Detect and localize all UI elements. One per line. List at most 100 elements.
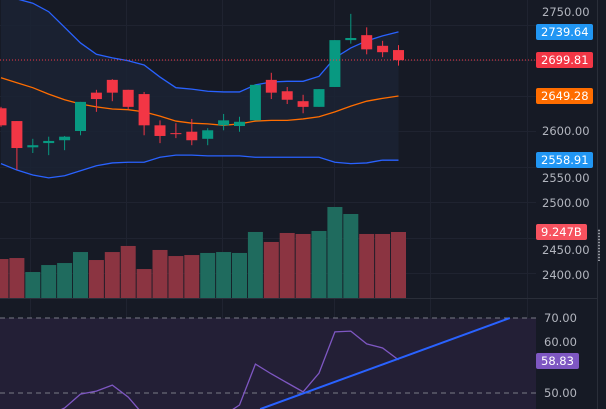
svg-text:58.83: 58.83 (541, 354, 574, 368)
candle-body (329, 40, 341, 87)
candle-body (59, 136, 71, 141)
rsi-trendline (259, 317, 511, 409)
candle-body (90, 92, 102, 100)
candle-body (377, 45, 389, 53)
rsi-pane (0, 317, 536, 409)
candle (138, 91, 150, 136)
volume-bars (0, 206, 406, 298)
svg-text:2558.91: 2558.91 (541, 153, 589, 167)
candle (170, 123, 182, 139)
rsi-badge: 58.83 (536, 353, 579, 369)
volume-bar (391, 232, 406, 298)
volume-bar (327, 206, 343, 298)
candle (393, 45, 404, 66)
bollinger-basis-line (0, 77, 399, 126)
candle (202, 128, 214, 146)
volume-bar (295, 233, 311, 298)
candle-body (154, 125, 166, 136)
candle (75, 101, 86, 136)
candle-body (297, 101, 309, 107)
volume-bar (247, 231, 263, 298)
candle (11, 121, 23, 171)
volume-bar (200, 252, 216, 298)
volume-bar (88, 260, 104, 298)
volume-bar (279, 232, 295, 298)
volume-bar (359, 233, 375, 298)
candles[interactable] (0, 13, 404, 171)
price-axis[interactable]: 2750.00 2550.00 2600.00 2500.00 2450.00 … (542, 5, 590, 282)
candle (345, 13, 357, 44)
candle (122, 89, 134, 110)
candle-body (122, 89, 134, 107)
candle (265, 72, 277, 100)
candle-body (249, 84, 261, 121)
volume-badge: 9.247B (536, 224, 587, 240)
pane-resize-handle[interactable] (597, 229, 601, 261)
candle (43, 136, 55, 156)
last-price-badge: 2699.81 (536, 52, 593, 68)
tick-label: 70.00 (544, 311, 577, 325)
candle-body (43, 140, 55, 144)
candle-body (345, 37, 357, 41)
bb-basis-badge: 2649.28 (536, 88, 593, 104)
candle (106, 79, 118, 102)
candle (313, 89, 325, 107)
candle-body (27, 145, 39, 148)
svg-text:2739.64: 2739.64 (541, 25, 589, 39)
svg-text:9.247B: 9.247B (541, 225, 582, 239)
volume-bar (104, 252, 120, 298)
candle (90, 89, 102, 112)
candle-body (138, 94, 150, 126)
volume-bar (73, 252, 88, 298)
bollinger-band-fill (1, 0, 399, 178)
candle-body (106, 79, 118, 93)
candle-body (393, 50, 404, 61)
candle-body (361, 35, 373, 50)
bb-upper-badge: 2739.64 (536, 24, 593, 40)
rsi-axis[interactable]: 70.00 60.00 50.00 (544, 311, 577, 400)
rsi-band-fill (0, 318, 536, 409)
candle-body (234, 121, 245, 127)
volume-bar (184, 255, 200, 298)
tick-label: 2500.00 (542, 196, 590, 210)
candle-body (218, 120, 230, 126)
volume-bar (25, 272, 41, 298)
candle (27, 138, 39, 154)
tick-label: 2600.00 (542, 124, 590, 138)
candle (218, 113, 230, 131)
candle (377, 40, 389, 58)
tick-label: 2750.00 (542, 5, 590, 19)
candle (297, 94, 309, 114)
svg-text:2649.28: 2649.28 (541, 89, 589, 103)
candle-body (186, 131, 198, 141)
candle (249, 84, 261, 121)
tick-label: 60.00 (544, 335, 577, 349)
bollinger-fill-group (1, 0, 399, 178)
volume-bar (41, 265, 57, 298)
candle-body (202, 130, 214, 139)
svg-text:2699.81: 2699.81 (541, 53, 589, 67)
volume-bar (216, 252, 232, 298)
volume-bar (168, 256, 184, 298)
candle (186, 118, 198, 146)
bollinger-lower-line (0, 154, 399, 179)
tick-label: 2450.00 (542, 243, 590, 257)
volume-bar (9, 258, 25, 298)
candle-body (11, 121, 23, 149)
candle (0, 106, 7, 127)
candle-body (265, 79, 277, 93)
candle (361, 27, 373, 55)
tick-label: 50.00 (544, 386, 577, 400)
volume-bar (311, 230, 327, 298)
volume-bar (232, 252, 247, 298)
volume-bar (152, 249, 168, 298)
tick-label: 2400.00 (542, 268, 590, 282)
candle-body (75, 101, 86, 131)
candle (59, 135, 71, 151)
volume-bar (57, 263, 73, 298)
candle-body (0, 108, 7, 126)
volume-bar (343, 213, 359, 298)
candle (234, 116, 245, 132)
volume-bar (263, 241, 279, 298)
